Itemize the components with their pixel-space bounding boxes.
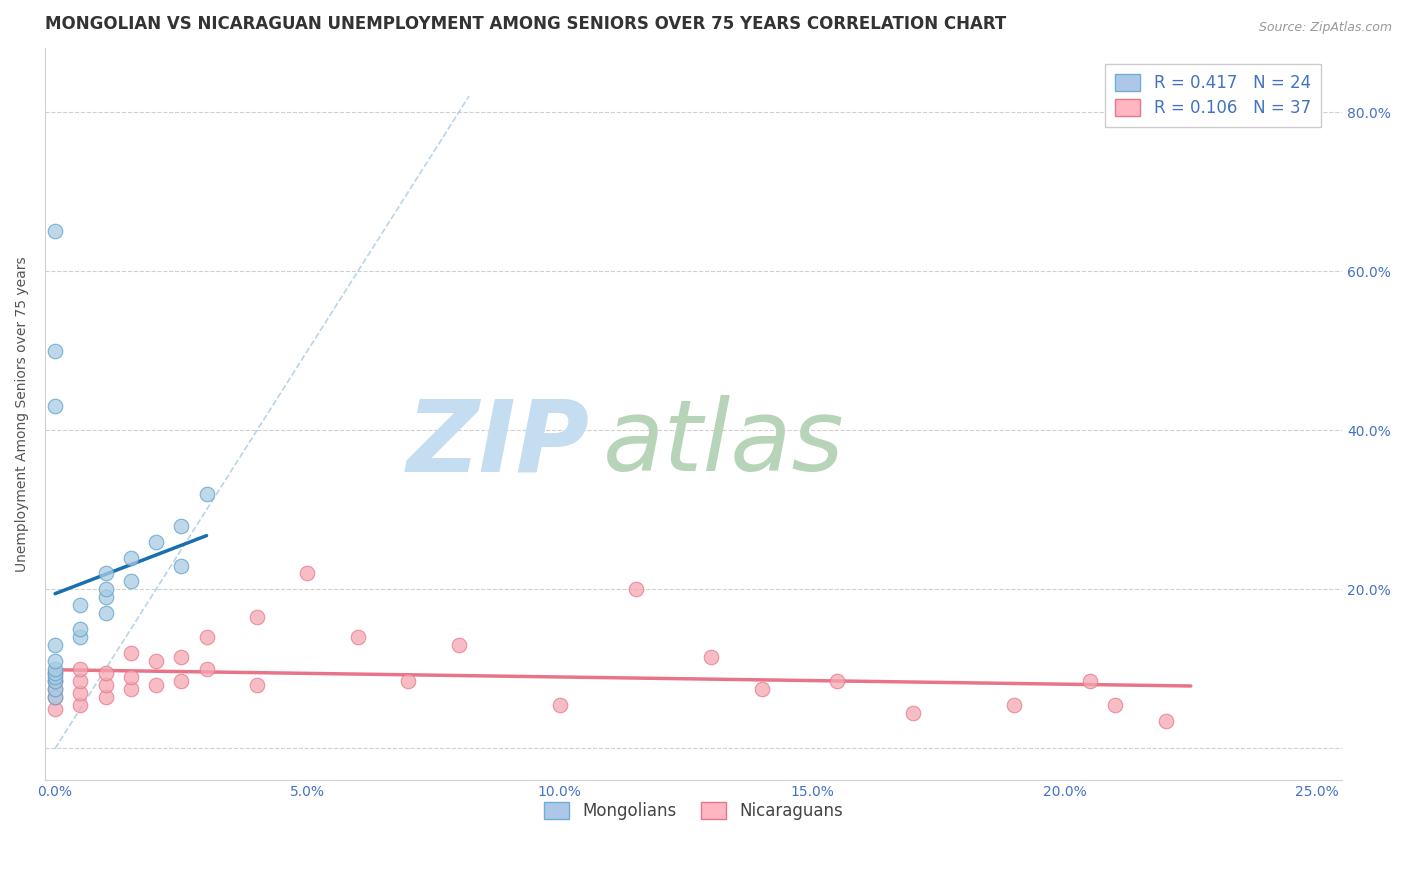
- Point: [447, 638, 470, 652]
- Point: [44, 638, 66, 652]
- Point: [297, 566, 319, 581]
- Point: [69, 622, 91, 636]
- Text: Source: ZipAtlas.com: Source: ZipAtlas.com: [1258, 21, 1392, 34]
- Point: [94, 566, 117, 581]
- Point: [120, 670, 142, 684]
- Point: [44, 224, 66, 238]
- Point: [94, 606, 117, 620]
- Point: [170, 558, 193, 573]
- Point: [195, 662, 218, 676]
- Point: [145, 678, 167, 692]
- Y-axis label: Unemployment Among Seniors over 75 years: Unemployment Among Seniors over 75 years: [15, 257, 30, 572]
- Point: [145, 654, 167, 668]
- Point: [69, 686, 91, 700]
- Point: [94, 582, 117, 597]
- Point: [44, 670, 66, 684]
- Point: [827, 673, 849, 688]
- Point: [120, 550, 142, 565]
- Point: [44, 690, 66, 704]
- Point: [44, 400, 66, 414]
- Point: [1078, 673, 1101, 688]
- Point: [94, 665, 117, 680]
- Point: [69, 698, 91, 712]
- Point: [44, 665, 66, 680]
- Point: [246, 678, 269, 692]
- Point: [44, 673, 66, 688]
- Text: ZIP: ZIP: [406, 395, 591, 492]
- Point: [347, 630, 370, 644]
- Point: [170, 518, 193, 533]
- Legend: Mongolians, Nicaraguans: Mongolians, Nicaraguans: [537, 796, 851, 827]
- Point: [624, 582, 647, 597]
- Point: [751, 681, 773, 696]
- Point: [44, 665, 66, 680]
- Point: [396, 673, 419, 688]
- Point: [120, 681, 142, 696]
- Point: [69, 662, 91, 676]
- Point: [69, 673, 91, 688]
- Point: [548, 698, 571, 712]
- Point: [170, 673, 193, 688]
- Point: [44, 343, 66, 358]
- Point: [195, 630, 218, 644]
- Point: [1154, 714, 1177, 728]
- Point: [1104, 698, 1126, 712]
- Text: MONGOLIAN VS NICARAGUAN UNEMPLOYMENT AMONG SENIORS OVER 75 YEARS CORRELATION CHA: MONGOLIAN VS NICARAGUAN UNEMPLOYMENT AMO…: [45, 15, 1007, 33]
- Point: [44, 681, 66, 696]
- Point: [69, 599, 91, 613]
- Point: [246, 610, 269, 624]
- Point: [94, 678, 117, 692]
- Point: [145, 534, 167, 549]
- Point: [120, 646, 142, 660]
- Point: [44, 662, 66, 676]
- Point: [903, 706, 925, 720]
- Text: atlas: atlas: [603, 395, 845, 492]
- Point: [195, 487, 218, 501]
- Point: [44, 690, 66, 704]
- Point: [44, 654, 66, 668]
- Point: [44, 681, 66, 696]
- Point: [170, 650, 193, 665]
- Point: [44, 673, 66, 688]
- Point: [120, 574, 142, 589]
- Point: [1002, 698, 1025, 712]
- Point: [94, 690, 117, 704]
- Point: [700, 650, 723, 665]
- Point: [69, 630, 91, 644]
- Point: [44, 702, 66, 716]
- Point: [94, 591, 117, 605]
